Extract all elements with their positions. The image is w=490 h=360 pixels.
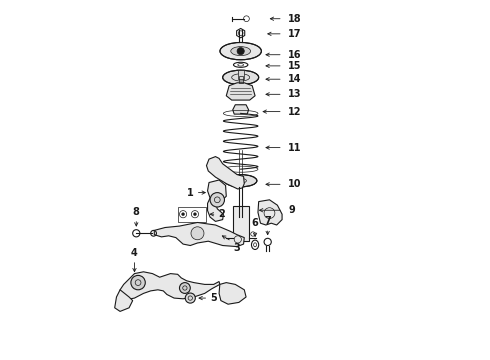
Polygon shape [208, 180, 226, 221]
Text: 16: 16 [288, 50, 302, 60]
Text: 7: 7 [264, 216, 271, 226]
Polygon shape [154, 222, 245, 247]
Bar [178, 207, 206, 222]
Text: 8: 8 [133, 207, 140, 217]
Ellipse shape [224, 175, 257, 187]
Text: 13: 13 [288, 89, 302, 99]
Text: 12: 12 [288, 107, 302, 117]
Circle shape [185, 293, 196, 303]
Polygon shape [226, 83, 255, 100]
Circle shape [237, 48, 245, 55]
Text: 2: 2 [219, 209, 225, 219]
Polygon shape [120, 272, 220, 300]
Text: 5: 5 [210, 293, 217, 303]
Ellipse shape [222, 70, 259, 85]
Circle shape [182, 213, 185, 216]
Bar [238, 70, 244, 79]
Circle shape [131, 275, 145, 290]
Text: 14: 14 [288, 74, 302, 84]
Ellipse shape [220, 42, 261, 60]
Circle shape [179, 283, 190, 293]
Polygon shape [206, 157, 245, 189]
Polygon shape [219, 283, 246, 304]
Text: 6: 6 [252, 217, 258, 228]
Ellipse shape [231, 47, 250, 56]
Circle shape [191, 227, 204, 240]
Text: 4: 4 [131, 248, 138, 258]
Text: 18: 18 [288, 14, 302, 24]
Text: 9: 9 [288, 205, 295, 215]
Polygon shape [115, 290, 133, 311]
Text: 15: 15 [288, 61, 302, 71]
Text: 10: 10 [288, 179, 302, 189]
Bar [239, 76, 243, 83]
Text: 3: 3 [233, 243, 240, 253]
Text: 11: 11 [288, 143, 302, 153]
Text: 1: 1 [187, 188, 194, 198]
Circle shape [210, 193, 224, 207]
Polygon shape [233, 105, 248, 114]
Circle shape [194, 213, 196, 216]
Bar [233, 206, 248, 241]
Text: 17: 17 [288, 29, 302, 39]
Polygon shape [258, 200, 282, 225]
